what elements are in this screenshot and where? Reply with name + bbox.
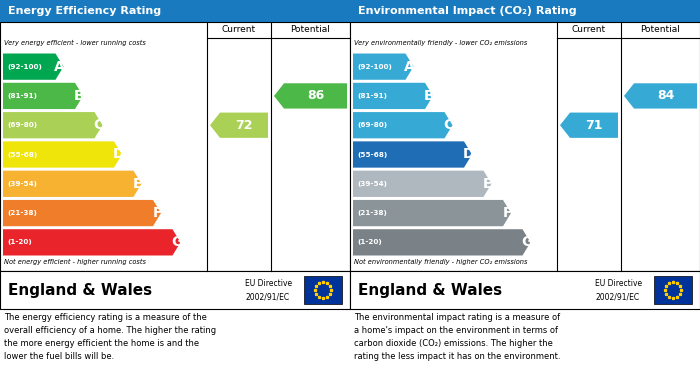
Polygon shape: [3, 112, 102, 138]
Text: England & Wales: England & Wales: [358, 283, 502, 298]
Text: Very energy efficient - lower running costs: Very energy efficient - lower running co…: [4, 40, 146, 46]
Text: The environmental impact rating is a measure of
a home's impact on the environme: The environmental impact rating is a mea…: [354, 313, 561, 361]
Text: A: A: [404, 60, 415, 74]
Text: (69-80): (69-80): [357, 122, 387, 128]
Text: The energy efficiency rating is a measure of the
overall efficiency of a home. T: The energy efficiency rating is a measur…: [4, 313, 216, 361]
Text: B: B: [74, 89, 84, 103]
Text: E: E: [483, 177, 492, 191]
Bar: [350, 0, 700, 22]
Text: (55-68): (55-68): [7, 151, 37, 158]
Polygon shape: [353, 170, 491, 197]
Text: EU Directive
2002/91/EC: EU Directive 2002/91/EC: [245, 279, 292, 301]
Text: 71: 71: [585, 119, 603, 132]
Text: D: D: [112, 147, 124, 161]
Text: (21-38): (21-38): [357, 210, 387, 216]
Text: (81-91): (81-91): [7, 93, 37, 99]
Text: Current: Current: [222, 25, 256, 34]
Polygon shape: [353, 112, 452, 138]
Text: F: F: [153, 206, 162, 220]
Polygon shape: [3, 200, 161, 226]
Text: (69-80): (69-80): [7, 122, 37, 128]
Bar: [0, 271, 350, 309]
Text: A: A: [54, 60, 65, 74]
Polygon shape: [624, 83, 697, 109]
Text: (92-100): (92-100): [357, 64, 392, 70]
Polygon shape: [353, 229, 531, 255]
Text: Environmental Impact (CO₂) Rating: Environmental Impact (CO₂) Rating: [358, 6, 577, 16]
Bar: [350, 22, 700, 271]
Bar: [0, 0, 350, 22]
Polygon shape: [353, 142, 472, 168]
Text: C: C: [93, 118, 104, 132]
Text: (21-38): (21-38): [7, 210, 37, 216]
Text: 86: 86: [307, 90, 324, 102]
Polygon shape: [3, 142, 122, 168]
Text: Very environmentally friendly - lower CO₂ emissions: Very environmentally friendly - lower CO…: [354, 40, 527, 46]
Polygon shape: [353, 200, 511, 226]
Text: D: D: [462, 147, 474, 161]
Polygon shape: [274, 83, 347, 109]
Polygon shape: [3, 83, 83, 109]
Text: (55-68): (55-68): [357, 151, 387, 158]
Polygon shape: [3, 170, 141, 197]
Text: (1-20): (1-20): [7, 239, 31, 246]
Text: (39-54): (39-54): [7, 181, 37, 187]
Text: Not energy efficient - higher running costs: Not energy efficient - higher running co…: [4, 259, 146, 265]
Text: Potential: Potential: [290, 25, 330, 34]
Text: (39-54): (39-54): [357, 181, 387, 187]
FancyBboxPatch shape: [304, 276, 342, 304]
Text: 84: 84: [657, 90, 674, 102]
Text: England & Wales: England & Wales: [8, 283, 152, 298]
Text: 72: 72: [235, 119, 253, 132]
Text: Not environmentally friendly - higher CO₂ emissions: Not environmentally friendly - higher CO…: [354, 259, 528, 265]
Text: F: F: [503, 206, 512, 220]
Bar: [350, 271, 700, 309]
FancyBboxPatch shape: [654, 276, 692, 304]
Text: EU Directive
2002/91/EC: EU Directive 2002/91/EC: [595, 279, 642, 301]
Text: Energy Efficiency Rating: Energy Efficiency Rating: [8, 6, 161, 16]
Text: E: E: [133, 177, 142, 191]
Text: (92-100): (92-100): [7, 64, 42, 70]
Text: (81-91): (81-91): [357, 93, 387, 99]
Bar: [0, 22, 350, 271]
Polygon shape: [353, 54, 414, 80]
Text: C: C: [443, 118, 454, 132]
Polygon shape: [3, 229, 181, 255]
Text: G: G: [171, 235, 182, 249]
Text: B: B: [424, 89, 434, 103]
Text: Current: Current: [572, 25, 606, 34]
Polygon shape: [210, 113, 268, 138]
Polygon shape: [353, 83, 433, 109]
Text: G: G: [521, 235, 532, 249]
Polygon shape: [560, 113, 618, 138]
Text: (1-20): (1-20): [357, 239, 382, 246]
Text: Potential: Potential: [640, 25, 680, 34]
Polygon shape: [3, 54, 64, 80]
